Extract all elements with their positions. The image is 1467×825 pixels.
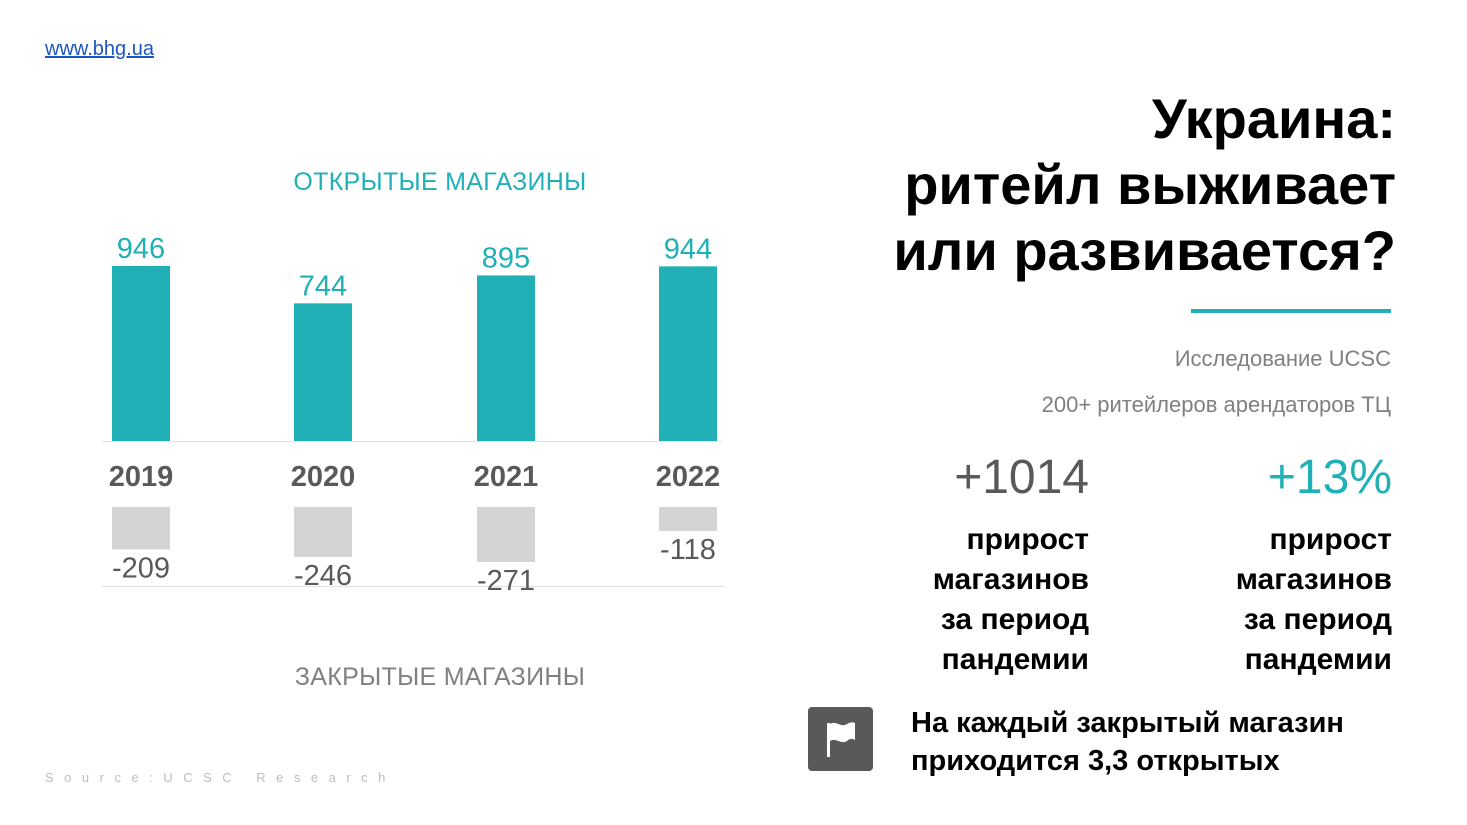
stat-growth-absolute-desc: прирост магазинов за период пандемии xyxy=(933,520,1089,680)
stat-desc-line: за период xyxy=(940,603,1089,636)
chart-title: ОТКРЫТЫЕ МАГАЗИНЫ xyxy=(293,168,587,196)
closed-bar xyxy=(659,507,717,531)
stat-desc-line: пандемии xyxy=(941,643,1089,676)
note-text: На каждый закрытый магазин приходится 3,… xyxy=(911,704,1344,780)
site-link[interactable]: www.bhg.ua xyxy=(45,38,154,60)
open-value-label: 946 xyxy=(117,233,165,265)
open-value-label: 944 xyxy=(664,233,712,265)
study-title: Исследование UCSC xyxy=(1174,346,1391,371)
x-tick-label: 2022 xyxy=(656,461,721,493)
note-line-1: На каждый закрытый магазин xyxy=(911,707,1344,739)
open-bar xyxy=(112,266,170,441)
closed-value-label: -271 xyxy=(477,565,535,597)
stat-desc-line: прирост xyxy=(1269,523,1392,556)
closed-value-label: -118 xyxy=(660,534,716,566)
note-line-2: приходится 3,3 открытых xyxy=(911,745,1280,777)
stat-growth-percent: +13% xyxy=(1267,451,1392,504)
chart-bottom-title: ЗАКРЫТЫЕ МАГАЗИНЫ xyxy=(294,663,586,691)
flag-icon xyxy=(808,707,873,771)
closed-value-label: -209 xyxy=(112,552,170,584)
closed-bar xyxy=(112,507,170,550)
closed-value-label: -246 xyxy=(294,560,352,592)
open-value-label: 895 xyxy=(482,242,530,274)
x-tick-label: 2021 xyxy=(474,461,539,493)
closed-bar xyxy=(477,507,535,562)
study-sample: 200+ ритейлеров арендаторов ТЦ xyxy=(1041,392,1391,417)
stat-growth-absolute: +1014 xyxy=(954,451,1089,504)
headline-line-3: или развивается? xyxy=(893,219,1396,282)
closed-bar xyxy=(294,507,352,557)
stat-desc-line: прирост xyxy=(966,523,1089,556)
open-bar xyxy=(294,303,352,441)
source-note: Source:UCSC Research xyxy=(45,770,396,785)
accent-divider xyxy=(1191,309,1391,313)
open-bar xyxy=(477,275,535,441)
x-tick-label: 2019 xyxy=(109,461,174,493)
headline-line-1: Украина: xyxy=(1151,87,1396,150)
open-value-label: 744 xyxy=(299,270,347,302)
x-tick-label: 2020 xyxy=(291,461,356,493)
bar-chart: 946 2019 -209 744 2020 -246 895 2021 -271 944 2022… xyxy=(102,233,725,597)
open-bar xyxy=(659,266,717,441)
headline-line-2: ритейл выживает xyxy=(904,153,1396,216)
stat-desc-line: пандемии xyxy=(1244,643,1392,676)
headline: Украина: ритейл выживает или развивается… xyxy=(776,86,1396,284)
stat-growth-percent-desc: прирост магазинов за период пандемии xyxy=(1236,520,1392,680)
stat-desc-line: за период xyxy=(1243,603,1392,636)
stat-desc-line: магазинов xyxy=(1235,563,1392,596)
stat-desc-line: магазинов xyxy=(932,563,1089,596)
